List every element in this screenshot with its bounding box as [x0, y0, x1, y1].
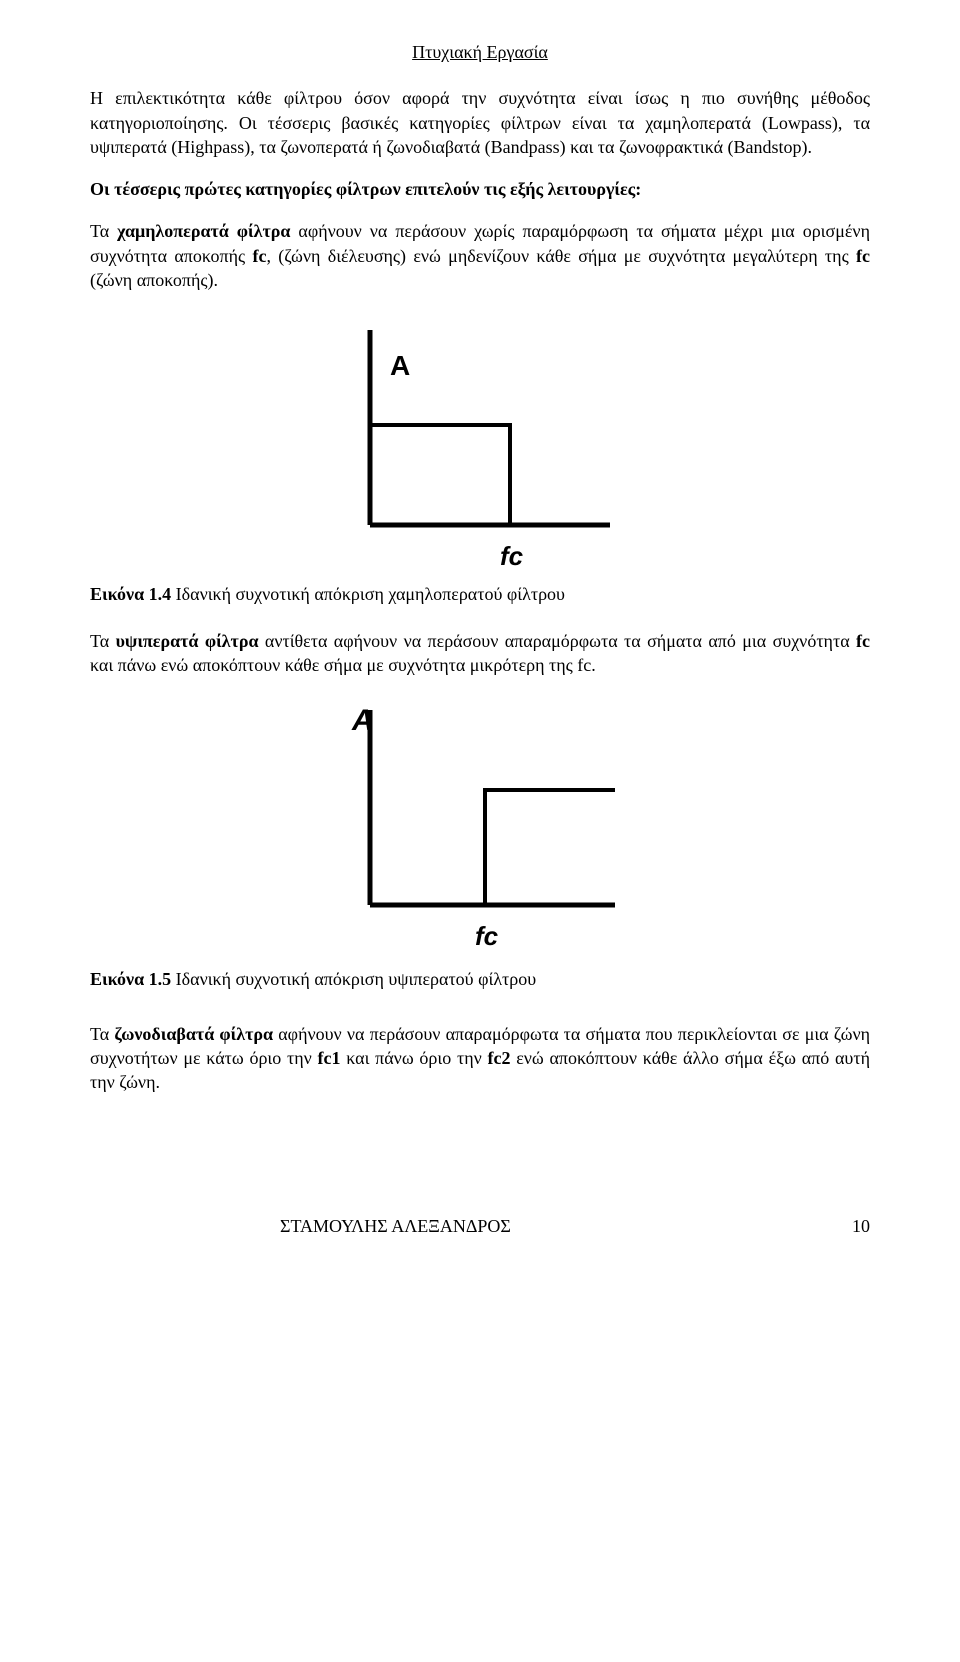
bp-bold-1: ζωνοδιαβατά φίλτρα — [114, 1024, 273, 1044]
lp-text-3: , (ζώνη διέλευσης) ενώ μηδενίζουν κάθε σ… — [266, 246, 856, 266]
hp-text-1: Τα — [90, 631, 116, 651]
hp-bold-fc: fc — [856, 631, 870, 651]
lp-bold-fc1: fc — [252, 246, 266, 266]
figure-lowpass: A fc — [90, 310, 870, 570]
lowpass-label-fc: fc — [500, 541, 524, 570]
lowpass-label-a: A — [390, 350, 410, 381]
footer-author: ΣΤΑΜΟΥΛΗΣ ΑΛΕΞΑΝΔΡΟΣ — [280, 1214, 511, 1238]
bp-bold-fc2: fc2 — [487, 1048, 510, 1068]
lp-text-4: (ζώνη αποκοπής). — [90, 270, 218, 290]
figure1-caption-rest: Ιδανική συχνοτική απόκριση χαμηλοπερατού… — [171, 584, 565, 604]
hp-text-3: και πάνω ενώ αποκόπτουν κάθε σήμα με συχ… — [90, 655, 596, 675]
figure2-caption-rest: Ιδανική συχνοτική απόκριση υψιπερατού φί… — [171, 969, 536, 989]
bp-text-1: Τα — [90, 1024, 114, 1044]
figure1-caption: Εικόνα 1.4 Ιδανική συχνοτική απόκριση χα… — [90, 582, 870, 606]
lp-text-1: Τα — [90, 221, 117, 241]
page-header-title: Πτυχιακή Εργασία — [90, 40, 870, 64]
lowpass-paragraph: Τα χαμηλοπερατά φίλτρα αφήνουν να περάσο… — [90, 219, 870, 292]
figure2-caption-bold: Εικόνα 1.5 — [90, 969, 171, 989]
hp-bold-1: υψιπερατά φίλτρα — [116, 631, 259, 651]
lp-bold-1: χαμηλοπερατά φίλτρα — [117, 221, 290, 241]
figure-highpass: A fc — [90, 695, 870, 955]
highpass-svg: A fc — [330, 695, 630, 955]
highpass-label-a: A — [351, 704, 374, 737]
highpass-paragraph: Τα υψιπερατά φίλτρα αντίθετα αφήνουν να … — [90, 629, 870, 678]
hp-text-2: αντίθετα αφήνουν να περάσουν απαραμόρφωτ… — [259, 631, 857, 651]
functions-heading: Οι τέσσερις πρώτες κατηγορίες φίλτρων επ… — [90, 177, 870, 201]
lp-bold-fc2: fc — [856, 246, 870, 266]
functions-heading-text: Οι τέσσερις πρώτες κατηγορίες φίλτρων επ… — [90, 179, 641, 199]
highpass-label-fc: fc — [475, 921, 499, 951]
intro-paragraph: Η επιλεκτικότητα κάθε φίλτρου όσον αφορά… — [90, 86, 870, 159]
page-footer: ΣΤΑΜΟΥΛΗΣ ΑΛΕΞΑΝΔΡΟΣ 10 — [90, 1214, 870, 1238]
figure2-caption: Εικόνα 1.5 Ιδανική συχνοτική απόκριση υψ… — [90, 967, 870, 991]
lowpass-svg: A fc — [330, 310, 630, 570]
bandpass-paragraph: Τα ζωνοδιαβατά φίλτρα αφήνουν να περάσου… — [90, 1022, 870, 1095]
figure1-caption-bold: Εικόνα 1.4 — [90, 584, 171, 604]
footer-page-number: 10 — [852, 1214, 870, 1238]
bp-bold-fc1: fc1 — [318, 1048, 341, 1068]
bp-text-3: και πάνω όριο την — [341, 1048, 488, 1068]
